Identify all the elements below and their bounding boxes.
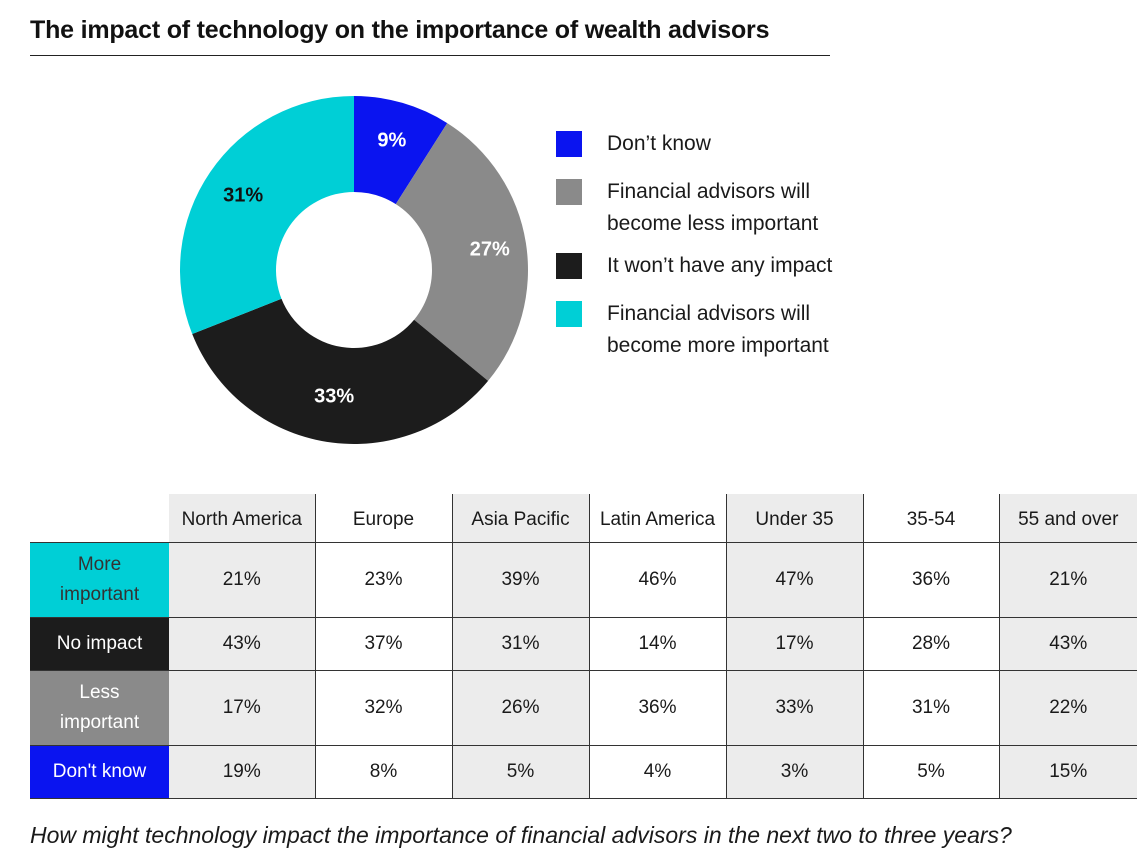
slice-percent-label: 31%	[223, 185, 263, 207]
legend-label-line: Financial advisors will	[607, 302, 811, 325]
row-header: No impact	[30, 617, 169, 671]
column-header: Europe	[314, 494, 452, 543]
column-header: Asia Pacific	[451, 494, 589, 543]
table-cell: 33%	[725, 670, 863, 746]
legend-label: Don’t know	[607, 128, 711, 160]
title-underline	[30, 55, 830, 56]
table-row: Less important 17% 32% 26% 36% 33% 31% 22%	[30, 670, 1137, 746]
row-header-line: Less	[79, 682, 120, 703]
legend-label: Financial advisors will become more impor…	[607, 298, 829, 362]
table-cell: 14%	[588, 617, 726, 671]
legend-swatch	[556, 131, 582, 157]
table-cell: 21%	[998, 542, 1137, 618]
legend-swatch	[556, 301, 582, 327]
donut-chart: 9% 27% 33% 31%	[180, 96, 528, 445]
table-cell: 32%	[314, 670, 452, 746]
table-cell: 5%	[862, 745, 999, 799]
chart-title: The impact of technology on the importan…	[30, 16, 770, 44]
legend-label: Financial advisors will become less impor…	[607, 176, 818, 240]
table-cell: 31%	[862, 670, 999, 746]
legend-swatch	[556, 253, 582, 279]
table-cell: 4%	[588, 745, 726, 799]
legend-item: Financial advisors will become more impor…	[556, 298, 829, 362]
table-cell: 5%	[451, 745, 589, 799]
legend-label-line: become more important	[607, 334, 829, 357]
table-cell: 39%	[451, 542, 589, 618]
table-cell: 46%	[588, 542, 726, 618]
legend-item: It won’t have any impact	[556, 250, 832, 282]
table-row: Don't know 19% 8% 5% 4% 3% 5% 15%	[30, 745, 1137, 799]
donut-slice	[354, 96, 448, 205]
table-cell: 17%	[169, 670, 315, 746]
table-cell: 8%	[314, 745, 452, 799]
slice-percent-label: 27%	[470, 238, 510, 260]
table-cell: 15%	[998, 745, 1137, 799]
legend-swatch	[556, 179, 582, 205]
row-header-line: important	[59, 584, 140, 605]
table-cell: 17%	[725, 617, 863, 671]
legend-item: Financial advisors will become less impor…	[556, 176, 818, 240]
table-cell: 19%	[169, 745, 315, 799]
donut-slice	[180, 96, 354, 335]
column-header: Under 35	[725, 494, 863, 543]
table-cell: 21%	[169, 542, 315, 618]
column-header: Latin America	[588, 494, 726, 543]
table-cell: 3%	[725, 745, 863, 799]
legend-item: Don’t know	[556, 128, 711, 160]
row-header-line: No impact	[56, 633, 143, 654]
row-header-line: Don't know	[52, 761, 147, 782]
table-cell: 47%	[725, 542, 863, 618]
row-header: More important	[30, 542, 169, 618]
legend-label-line: become less important	[607, 212, 819, 235]
table-cell: 43%	[998, 617, 1137, 671]
table-cell: 28%	[862, 617, 999, 671]
table-cell: 22%	[998, 670, 1137, 746]
donut-slice	[192, 298, 489, 445]
column-header: 55 and over	[998, 494, 1137, 543]
table-cell: 23%	[314, 542, 452, 618]
legend-label-line: Financial advisors will	[607, 180, 811, 203]
breakdown-table: North America Europe Asia Pacific Latin Ame…	[30, 494, 1137, 799]
table-row: More important 21% 23% 39% 46% 47% 36% 21%	[30, 542, 1137, 618]
table-corner	[30, 494, 169, 543]
row-header-line: More	[77, 554, 122, 575]
donut-slice	[395, 123, 528, 381]
column-header: 35-54	[862, 494, 999, 543]
table-cell: 36%	[862, 542, 999, 618]
slice-percent-label: 33%	[314, 385, 354, 407]
table-cell: 26%	[451, 670, 589, 746]
row-header-line: important	[59, 712, 140, 733]
row-header: Don't know	[30, 745, 169, 799]
table-cell: 37%	[314, 617, 452, 671]
table-cell: 36%	[588, 670, 726, 746]
table-cell: 43%	[169, 617, 315, 671]
legend-label-line: Don’t know	[607, 132, 711, 155]
table-row: No impact 43% 37% 31% 14% 17% 28% 43%	[30, 617, 1137, 671]
column-header: North America	[169, 494, 315, 543]
slice-percent-label: 9%	[377, 130, 406, 152]
legend-label: It won’t have any impact	[607, 250, 832, 282]
legend-label-line: It won’t have any impact	[607, 254, 833, 277]
row-header: Less important	[30, 670, 169, 746]
table-cell: 31%	[451, 617, 589, 671]
footnote-question: How might technology impact the importan…	[30, 822, 1012, 848]
